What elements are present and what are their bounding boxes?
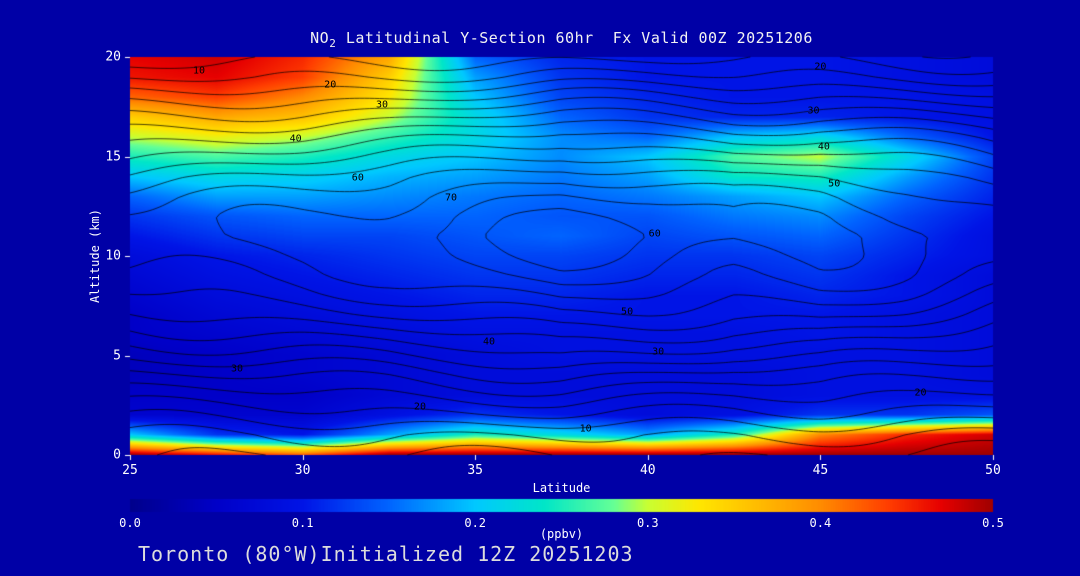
x-tick-label: 45 <box>812 463 829 478</box>
y-tick-label: 0 <box>113 447 121 463</box>
colorbar-tick-label: 0.3 <box>636 516 659 530</box>
y-tick-label: 5 <box>113 348 121 363</box>
colorbar-tick-label: 0.4 <box>809 516 832 530</box>
contour-label: 40 <box>817 141 830 153</box>
title-subscript: 2 <box>329 37 337 50</box>
x-tick-label: 30 <box>294 463 311 478</box>
y-tick-label: 10 <box>105 248 121 264</box>
x-axis-label: Latitude <box>532 481 591 495</box>
contour-label: 20 <box>324 79 337 91</box>
colorbar-tick-label: 0.2 <box>464 516 487 530</box>
contour-label: 30 <box>807 105 820 117</box>
contour-label: 60 <box>351 172 364 184</box>
colorbar-units-label: (ppbv) <box>539 527 584 541</box>
footer-run-info: Toronto (80°W)Initialized 12Z 20251203 <box>138 542 634 566</box>
y-tick-label: 15 <box>105 149 121 164</box>
contour-label: 30 <box>652 346 665 358</box>
x-tick-label: 40 <box>639 463 656 478</box>
contour-label: 40 <box>289 133 302 145</box>
contour-label: 10 <box>193 65 206 77</box>
x-tick-label: 50 <box>985 463 1001 478</box>
contour-label: 50 <box>828 178 841 190</box>
y-tick-label: 20 <box>105 49 121 65</box>
colorbar-tick-label: 0.0 <box>119 516 141 530</box>
contour-label: 70 <box>445 192 458 204</box>
x-tick-label: 35 <box>467 463 484 478</box>
contour-label: 50 <box>621 306 634 318</box>
colorbar-tick-label: 0.5 <box>982 516 1004 530</box>
contour-label: 40 <box>482 336 496 348</box>
contour-label: 30 <box>375 99 389 111</box>
contour-label: 20 <box>413 401 426 413</box>
colorbar-tick-label: 0.1 <box>291 516 314 530</box>
contour-label: 60 <box>648 228 661 240</box>
title-rest: Latitudinal Y-Section 60hr Fx Valid 00Z … <box>336 29 813 47</box>
contour-label: 20 <box>814 61 827 73</box>
contour-label: 20 <box>914 387 927 399</box>
contour-label: 10 <box>579 423 592 435</box>
contour-label: 30 <box>230 363 244 375</box>
plot-title: NO2 Latitudinal Y-Section 60hr Fx Valid … <box>130 29 993 50</box>
x-tick-label: 25 <box>122 463 138 478</box>
title-prefix: NO <box>310 29 330 47</box>
y-axis-label: Altitude (km) <box>88 209 102 303</box>
